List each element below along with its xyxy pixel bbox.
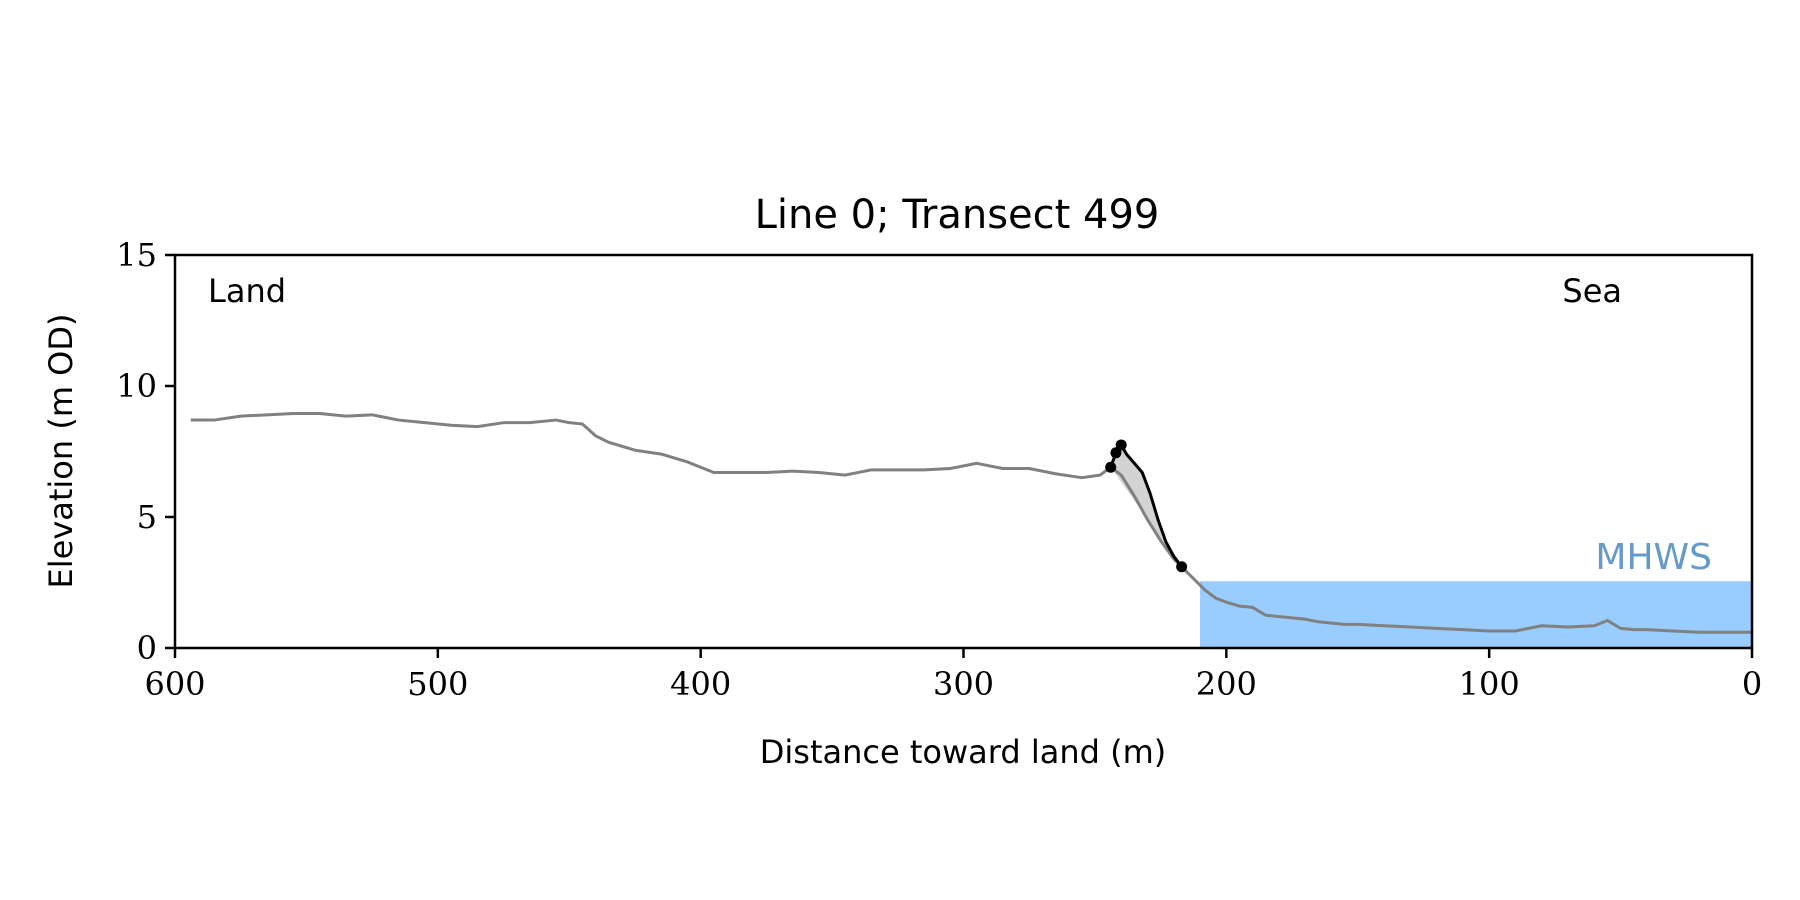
land-label: Land [208,272,286,310]
x-tick-label: 200 [1196,665,1257,703]
cliff-marker [1105,461,1117,473]
x-tick-label: 600 [144,665,205,703]
chart-title: Line 0; Transect 499 [755,192,1160,238]
y-tick-label: 0 [137,629,157,667]
y-tick-label: 15 [116,236,157,274]
x-tick-label: 300 [933,665,994,703]
y-tick-label: 5 [137,498,157,536]
cliff-marker [1110,447,1122,459]
x-tick-label: 0 [1742,665,1762,703]
mhws-water-area [1200,581,1752,648]
x-axis-label: Distance toward land (m) [760,733,1166,771]
y-tick-label: 10 [116,367,157,405]
cliff-marker [1176,561,1188,573]
axes: 600 500 400 300 200 100 0 0 5 10 15 [116,236,1762,703]
x-tick-label: 400 [670,665,731,703]
y-axis-label: Elevation (m OD) [42,314,80,589]
x-tick-label: 100 [1459,665,1520,703]
cliff-marker [1115,439,1127,451]
ground-profile-line [190,412,1752,634]
plot-area [190,412,1752,648]
x-tick-label: 500 [407,665,468,703]
mhws-label: MHWS [1595,537,1712,578]
sea-label: Sea [1562,272,1622,310]
